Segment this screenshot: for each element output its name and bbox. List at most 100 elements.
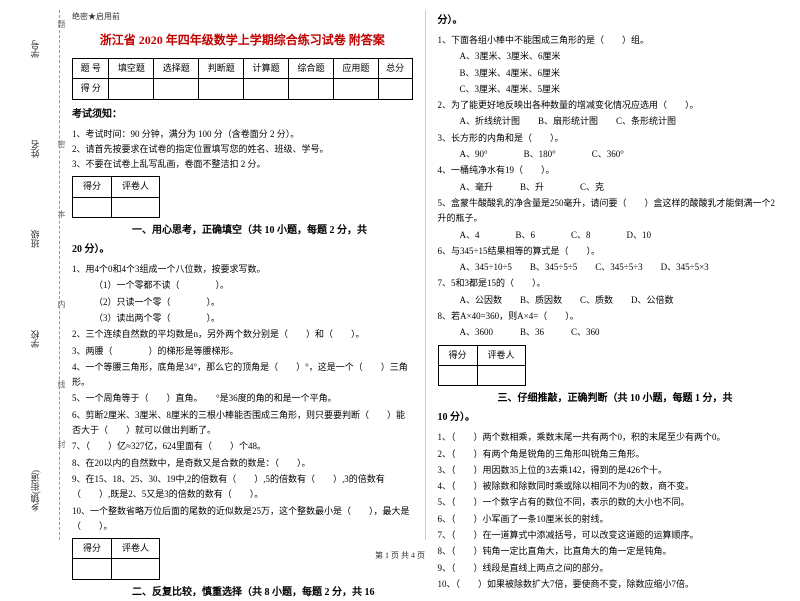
notice-item: 1、考试时间：90 分钟，满分为 100 分（含卷面分 2 分）。 — [72, 127, 413, 142]
header-note: 绝密★启用前 — [72, 10, 413, 24]
page-footer: 第 1 页 共 4 页 — [0, 550, 800, 561]
question: 10、（ ）如果被除数扩大7倍，要使商不变，除数应缩小7倍。 — [438, 577, 779, 592]
content-columns: 绝密★启用前 浙江省 2020 年四年级数学上学期综合练习试卷 附答案 题 号 … — [60, 10, 790, 540]
score-table: 题 号 填空题 选择题 判断题 计算题 综合题 应用题 总分 得 分 — [72, 58, 413, 100]
question: 3、长方形的内角和是（ ）。 — [438, 131, 779, 146]
option: A、毫升 B、升 C、克 — [460, 180, 779, 195]
score-row-label: 得 分 — [73, 79, 109, 99]
question: 1、下面各组小棒中不能围成三角形的是（ ）组。 — [438, 33, 779, 48]
score-cell — [109, 79, 154, 99]
score-cell — [378, 79, 412, 99]
question: 5、（ ）一个数字占有的数位不同，表示的数的大小也不同。 — [438, 495, 779, 510]
option: A、4 B、6 C、8 D、10 — [460, 228, 779, 243]
binding-label-school: 学校 — [28, 330, 41, 348]
question-sub: （2）只读一个零（ ）。 — [94, 295, 413, 310]
seal-char: 题 — [56, 20, 67, 28]
score-head: 总分 — [378, 58, 412, 78]
question: 5、一个周角等于（ ）直角。 °是36度的角的和是一个平角。 — [72, 391, 413, 406]
question: 4、一桶纯净水有19（ ）。 — [438, 163, 779, 178]
section-2-suffix: 分）。 — [438, 12, 779, 29]
table-row: 题 号 填空题 选择题 判断题 计算题 综合题 应用题 总分 — [73, 58, 413, 78]
score-head: 计算题 — [244, 58, 289, 78]
choice-questions: 1、下面各组小棒中不能围成三角形的是（ ）组。 A、3厘米、3厘米、6厘米 B、… — [438, 33, 779, 341]
option: B、3厘米、4厘米、6厘米 — [460, 66, 779, 81]
question: 3、两腰（ ）的梯形是等腰梯形。 — [72, 344, 413, 359]
section-1-title: 一、用心思考，正确填空（共 10 小题，每题 2 分，共 — [132, 222, 413, 239]
score-cell — [199, 79, 244, 99]
mini-cell — [112, 559, 160, 579]
binding-label-id: 学号 — [28, 40, 41, 58]
option: A、345÷10÷5 B、345÷5÷5 C、345÷5÷3 D、345÷5×3 — [460, 260, 779, 275]
seal-char: 本 — [56, 210, 67, 218]
notice-item: 2、请首先按要求在试卷的指定位置填写您的姓名、班级、学号。 — [72, 142, 413, 157]
option: A、折线统计图 B、扇形统计图 C、条形统计图 — [460, 114, 779, 129]
mini-head: 评卷人 — [477, 345, 525, 365]
option: A、公因数 B、质因数 C、质数 D、公倍数 — [460, 293, 779, 308]
question: 6、剪断2厘米、3厘米、8厘米的三根小棒能否围成三角形，则只要要判断（ ）能否大… — [72, 408, 413, 439]
question: 1、用4个0和4个3组成一个八位数，按要求写数。 — [72, 262, 413, 277]
option: C、3厘米、4厘米、5厘米 — [460, 82, 779, 97]
option: A、90° B、180° C、360° — [460, 147, 779, 162]
question: 2、为了能更好地反映出各种数量的增减变化情况应选用（ ）。 — [438, 98, 779, 113]
question: 7、（ ）亿≈327亿，624里面有（ ）个48。 — [72, 439, 413, 454]
question: 4、（ ）被除数和除数同时乘或除以相同不为0的数，商不变。 — [438, 479, 779, 494]
table-row: 得 分 — [73, 79, 413, 99]
question: 8、在20以内的自然数中，是奇数又是合数的数是：（ ）。 — [72, 456, 413, 471]
score-cell — [333, 79, 378, 99]
question: 7、5和3都是15的（ ）。 — [438, 276, 779, 291]
question-sub: （1）一个零都不读（ ）。 — [94, 278, 413, 293]
section-3-title: 三、仔细推敲，正确判断（共 10 小题，每题 1 分，共 — [498, 390, 779, 407]
mini-head: 得分 — [438, 345, 477, 365]
question: 8、若A×40=360，则A×4=（ ）。 — [438, 309, 779, 324]
mini-head: 评卷人 — [112, 177, 160, 197]
score-cell — [289, 79, 334, 99]
question: 2、三个连续自然数的平均数是n，另外两个数分别是（ ）和（ ）。 — [72, 327, 413, 342]
score-head: 综合题 — [289, 58, 334, 78]
seal-char: 密 — [56, 140, 67, 148]
option: A、3厘米、3厘米、6厘米 — [460, 49, 779, 64]
binding-label-class: 班级 — [28, 230, 41, 248]
question: 5、盒蒙牛酸酸乳的净含量是250毫升，请问要（ ）盒这样的酸酸乳才能倒满一个2升… — [438, 196, 779, 227]
score-head: 应用题 — [333, 58, 378, 78]
judge-questions: 1、（ ）两个数相乘，乘数末尾一共有两个0，积的末尾至少有两个0。 2、（ ）有… — [438, 430, 779, 592]
mini-head: 得分 — [73, 177, 112, 197]
score-head: 判断题 — [199, 58, 244, 78]
question: 3、（ ）用因数35上位的3去乘142，得到的是426个十。 — [438, 463, 779, 478]
question: 2、（ ）有两个角是锐角的三角形叫锐角三角形。 — [438, 447, 779, 462]
score-head: 填空题 — [109, 58, 154, 78]
question-sub: （3）读出两个零（ ）。 — [94, 311, 413, 326]
mini-cell — [73, 559, 112, 579]
notice-list: 1、考试时间：90 分钟，满分为 100 分（含卷面分 2 分）。 2、请首先按… — [72, 127, 413, 173]
question: 9、在15、18、25、30、19中,2的倍数有（ ）,5的倍数有（ ）,3的倍… — [72, 472, 413, 503]
notice-item: 3、不要在试卷上乱写乱画，卷面不整洁扣 2 分。 — [72, 157, 413, 172]
seal-char: 线 — [56, 380, 67, 388]
score-head: 题 号 — [73, 58, 109, 78]
seal-char: 内 — [56, 300, 67, 308]
question: 7、（ ）在一道算式中添减括号，可以改变这道题的运算顺序。 — [438, 528, 779, 543]
grader-table: 得分评卷人 — [72, 176, 160, 218]
mini-cell — [438, 365, 477, 385]
left-column: 绝密★启用前 浙江省 2020 年四年级数学上学期综合练习试卷 附答案 题 号 … — [60, 10, 426, 540]
exam-title: 浙江省 2020 年四年级数学上学期综合练习试卷 附答案 — [72, 30, 413, 50]
question: 10、一个整数省略万位后面的尾数的近似数是25万，这个整数最小是（ ），最大是（… — [72, 504, 413, 535]
score-cell — [154, 79, 199, 99]
grader-table: 得分评卷人 — [438, 345, 526, 387]
option: A、3600 B、36 C、360 — [460, 325, 779, 340]
question: 9、（ ）线段是直线上两点之间的部分。 — [438, 561, 779, 576]
binding-margin: 学号 姓名 班级 学校 乡镇(街道) 题 密 本 内 线 封 — [10, 10, 60, 540]
exam-page: 学号 姓名 班级 学校 乡镇(街道) 题 密 本 内 线 封 绝密★启用前 浙江… — [0, 0, 800, 540]
mini-cell — [73, 197, 112, 217]
binding-label-town: 乡镇(街道) — [28, 470, 41, 512]
section-1-suffix: 20 分）。 — [72, 241, 413, 258]
right-column: 分）。 1、下面各组小棒中不能围成三角形的是（ ）组。 A、3厘米、3厘米、6厘… — [426, 10, 791, 540]
fill-questions: 1、用4个0和4个3组成一个八位数，按要求写数。 （1）一个零都不读（ ）。 （… — [72, 262, 413, 534]
seal-char: 封 — [56, 440, 67, 448]
question: 1、（ ）两个数相乘，乘数末尾一共有两个0，积的末尾至少有两个0。 — [438, 430, 779, 445]
notice-title: 考试须知： — [72, 106, 413, 123]
section-3-suffix: 10 分）。 — [438, 409, 779, 426]
mini-cell — [112, 197, 160, 217]
question: 6、（ ）小军画了一条10厘米长的射线。 — [438, 512, 779, 527]
question: 6、与345÷15结果相等的算式是（ ）。 — [438, 244, 779, 259]
mini-cell — [477, 365, 525, 385]
score-cell — [244, 79, 289, 99]
